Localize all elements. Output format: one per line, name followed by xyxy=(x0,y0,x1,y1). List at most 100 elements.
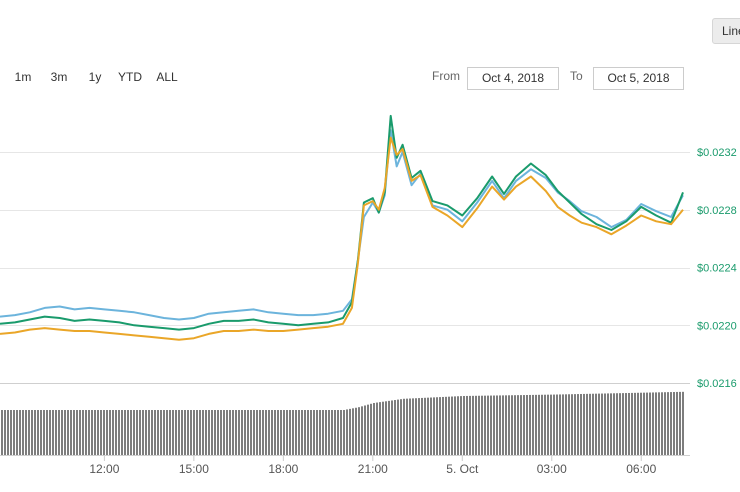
volume-bar xyxy=(439,397,441,455)
volume-bar xyxy=(472,395,474,455)
volume-bar xyxy=(532,394,534,455)
volume-bar xyxy=(250,410,252,455)
volume-bar xyxy=(247,410,249,455)
volume-bar xyxy=(208,410,210,455)
volume-bar xyxy=(319,410,321,455)
volume-bar xyxy=(448,396,450,455)
volume-bar xyxy=(394,400,396,455)
volume-bar xyxy=(187,410,189,455)
volume-bar xyxy=(346,409,348,455)
volume-bar xyxy=(604,393,606,455)
volume-bar xyxy=(547,394,549,455)
range-to-input[interactable]: Oct 5, 2018 xyxy=(593,67,684,90)
x-tick-label: 21:00 xyxy=(358,462,388,476)
volume-bar xyxy=(292,410,294,455)
volume-bar xyxy=(403,398,405,455)
volume-bar xyxy=(361,406,363,455)
volume-bar xyxy=(409,398,411,455)
volume-bar xyxy=(127,410,129,455)
volume-bar xyxy=(4,410,6,455)
volume-bar xyxy=(196,410,198,455)
volume-bar xyxy=(286,410,288,455)
x-tick-label: 12:00 xyxy=(89,462,119,476)
volume-bar xyxy=(529,394,531,455)
volume-bar xyxy=(550,394,552,455)
zoom-ytd-button[interactable]: YTD xyxy=(118,70,142,84)
volume-bar xyxy=(571,394,573,455)
volume-bar xyxy=(412,398,414,455)
volume-bar xyxy=(559,394,561,455)
volume-bar xyxy=(583,393,585,455)
volume-bar xyxy=(199,410,201,455)
x-tick-label: 18:00 xyxy=(268,462,298,476)
range-from-input[interactable]: Oct 4, 2018 xyxy=(467,67,559,90)
volume-bar xyxy=(28,410,30,455)
zoom-3m-button[interactable]: 3m xyxy=(50,70,68,84)
volume-bar xyxy=(355,407,357,455)
volume-bar xyxy=(463,395,465,455)
volume-bar xyxy=(565,394,567,455)
volume-bar xyxy=(229,410,231,455)
volume-bar xyxy=(406,398,408,455)
volume-bar xyxy=(433,397,435,455)
volume-bar xyxy=(577,394,579,455)
volume-bar xyxy=(496,395,498,455)
volume-bar xyxy=(142,410,144,455)
volume-bar xyxy=(301,410,303,455)
volume-bar xyxy=(223,410,225,455)
zoom-1y-button[interactable]: 1y xyxy=(88,70,102,84)
volume-bar xyxy=(664,392,666,455)
volume-bar xyxy=(274,410,276,455)
volume-bar xyxy=(568,394,570,455)
volume-bar xyxy=(379,402,381,455)
volume-bar xyxy=(325,410,327,455)
chart-type-button[interactable]: Line xyxy=(712,18,740,44)
volume-bar xyxy=(316,410,318,455)
volume-bar xyxy=(388,400,390,455)
zoom-all-button[interactable]: ALL xyxy=(156,70,178,84)
volume-bar xyxy=(220,410,222,455)
volume-bar xyxy=(646,392,648,455)
volume-bar xyxy=(55,410,57,455)
volume-bar xyxy=(544,394,546,455)
x-tick-label: 5. Oct xyxy=(446,462,479,476)
volume-bar xyxy=(280,410,282,455)
volume-bar xyxy=(619,393,621,455)
volume-bar xyxy=(475,395,477,455)
volume-bar xyxy=(277,410,279,455)
volume-bar xyxy=(328,410,330,455)
volume-bar xyxy=(310,410,312,455)
volume-bar xyxy=(397,399,399,455)
volume-bar xyxy=(13,410,15,455)
volume-bar xyxy=(34,410,36,455)
volume-bar xyxy=(235,410,237,455)
volume-bar xyxy=(367,404,369,455)
volume-bar xyxy=(157,410,159,455)
volume-bar xyxy=(535,394,537,455)
zoom-1m-button[interactable]: 1m xyxy=(14,70,32,84)
volume-bar xyxy=(52,410,54,455)
volume-bar xyxy=(352,408,354,455)
volume-bar xyxy=(607,393,609,455)
volume-bar xyxy=(580,393,582,455)
volume-bar xyxy=(445,396,447,455)
volume-bar xyxy=(121,410,123,455)
volume-bar xyxy=(502,395,504,455)
volume-bar xyxy=(22,410,24,455)
volume-bar xyxy=(610,393,612,455)
volume-bar xyxy=(244,410,246,455)
volume-bar xyxy=(679,391,681,455)
volume-bar xyxy=(256,410,258,455)
x-tick-label: 06:00 xyxy=(626,462,656,476)
volume-bar xyxy=(373,402,375,455)
volume-bar xyxy=(499,395,501,455)
volume-bar xyxy=(637,392,639,455)
volume-bar xyxy=(1,410,3,455)
volume-bar xyxy=(358,407,360,455)
volume-bar xyxy=(457,396,459,455)
volume-bar xyxy=(118,410,120,455)
volume-bar xyxy=(589,393,591,455)
volume-bar xyxy=(124,410,126,455)
volume-bar xyxy=(283,410,285,455)
